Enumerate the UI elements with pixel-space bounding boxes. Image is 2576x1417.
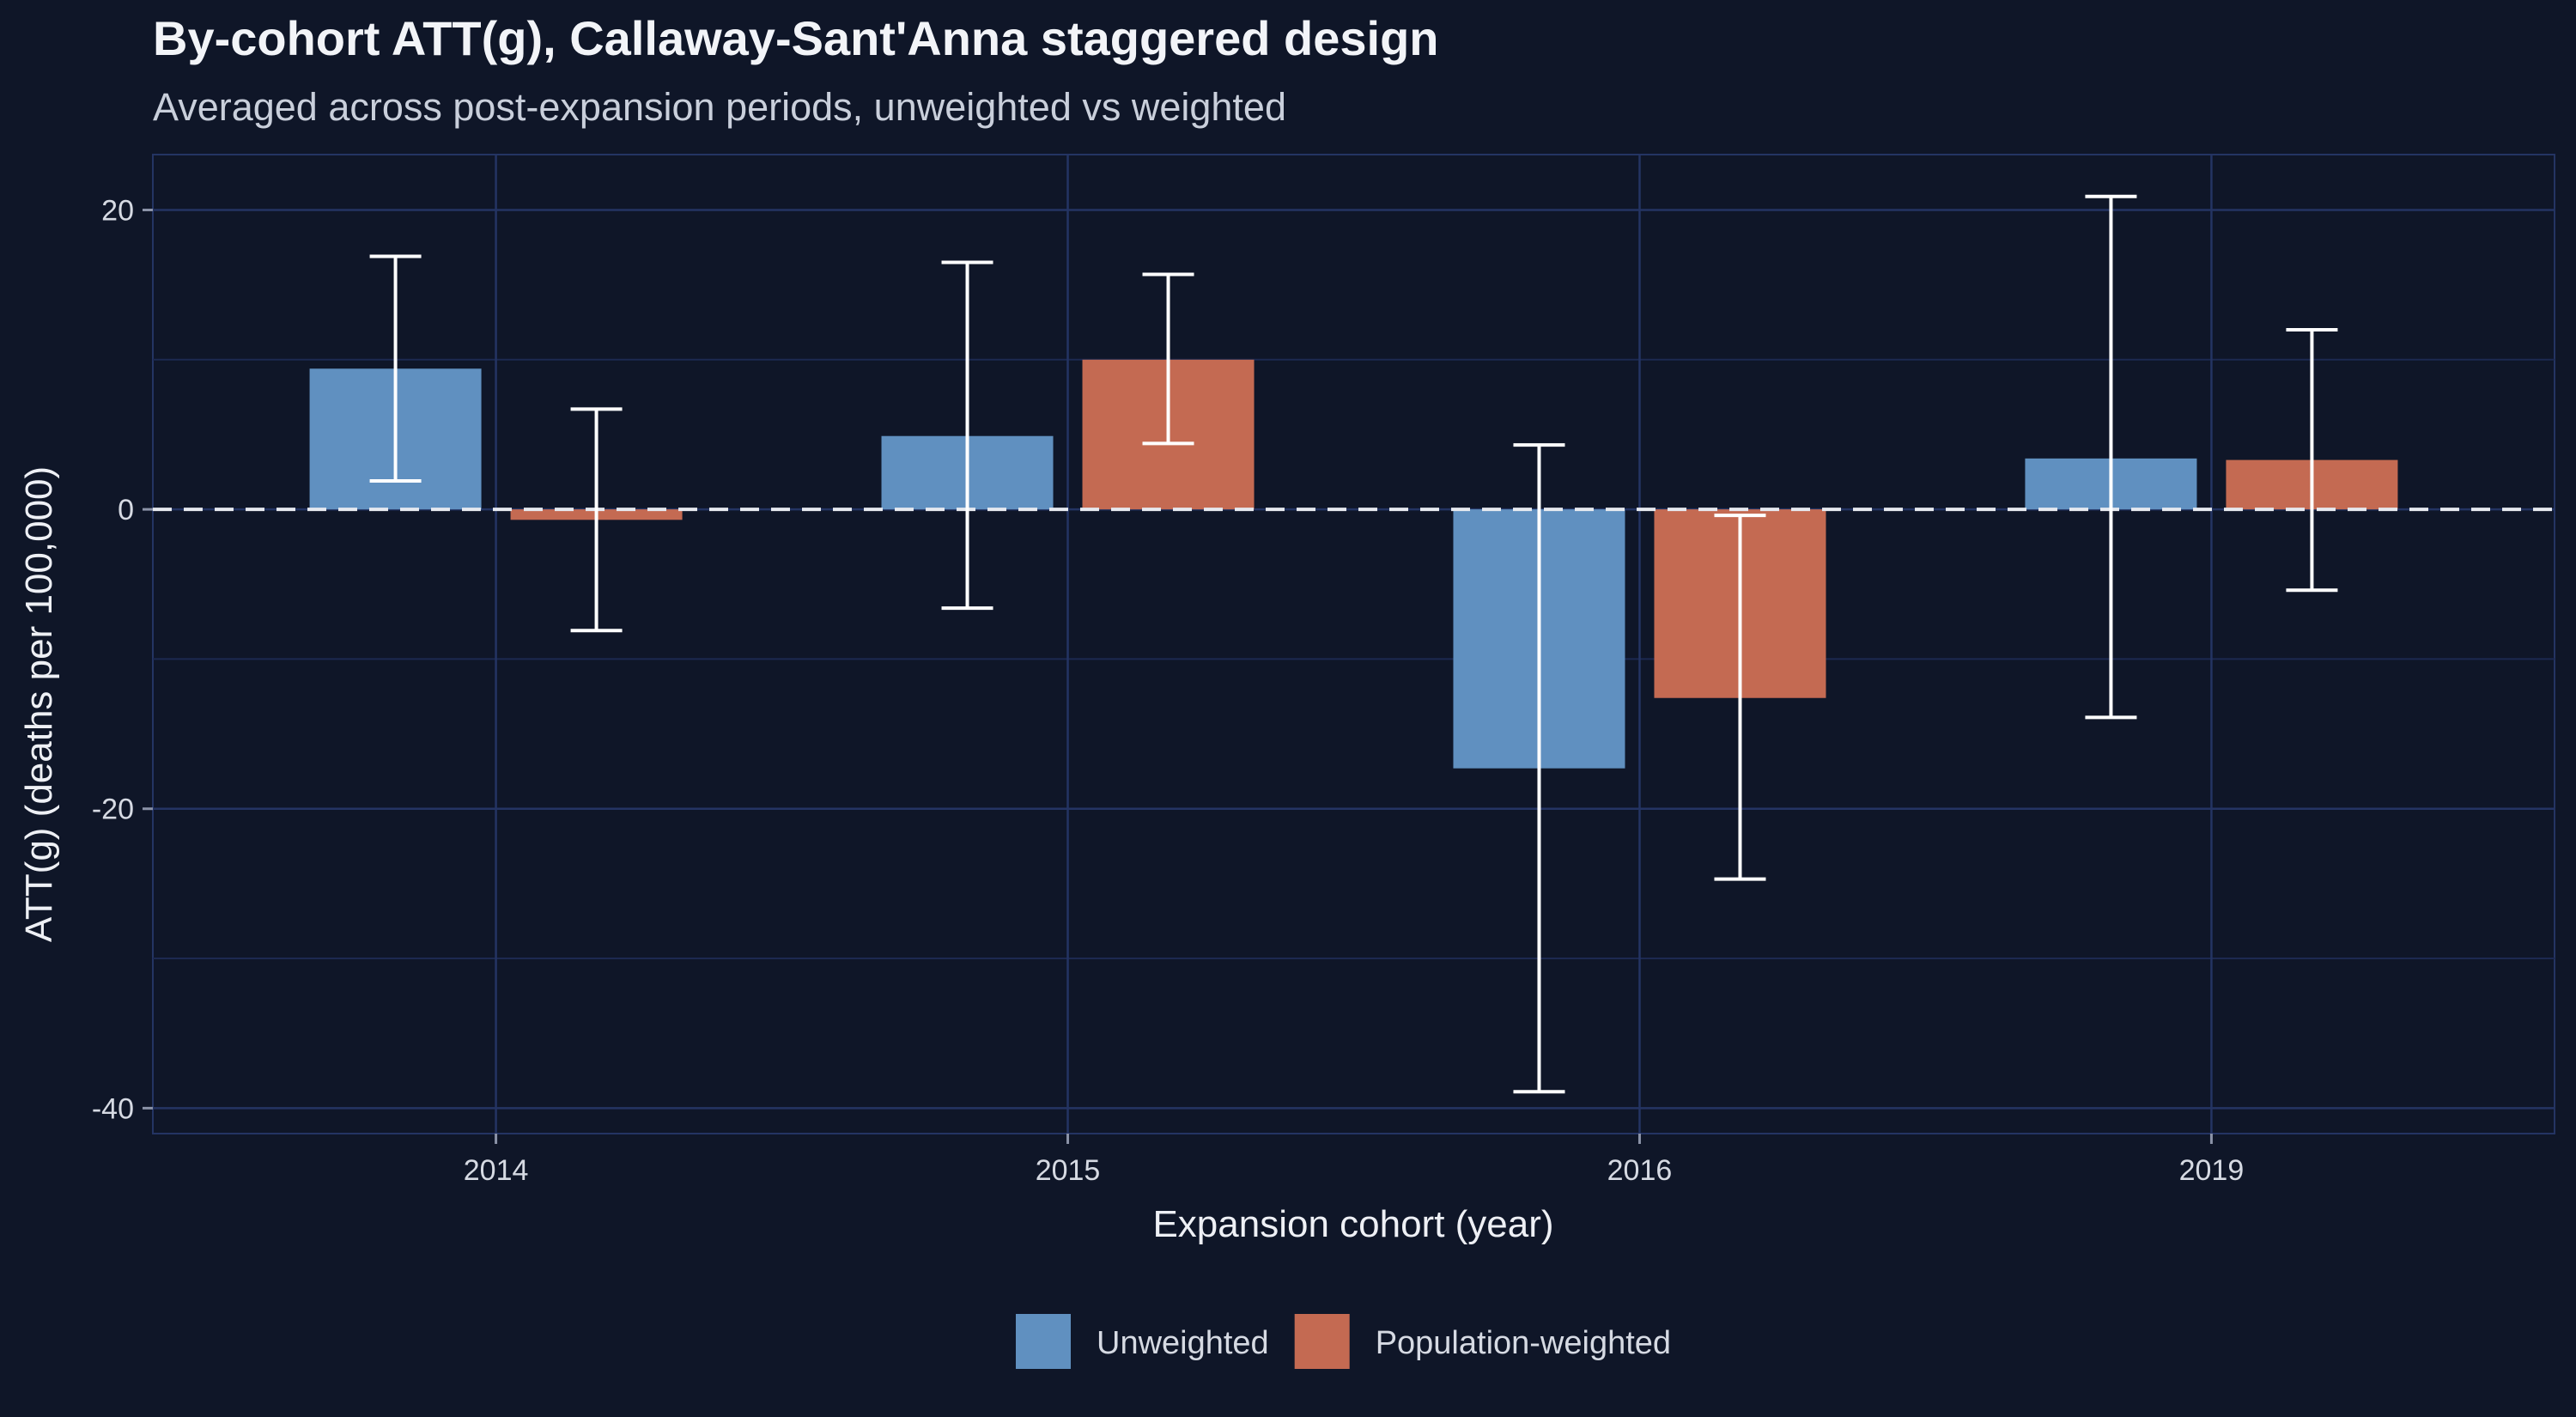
y-tick-label: -20: [92, 794, 134, 826]
x-axis-ticks: 2014 2015 2016 2019: [464, 1134, 2244, 1187]
x-axis-title: Expansion cohort (year): [1152, 1203, 1553, 1245]
x-tick-label: 2016: [1607, 1154, 1673, 1187]
x-tick-label: 2019: [2179, 1154, 2245, 1187]
y-axis-ticks: -40 -20 0 20: [92, 194, 153, 1125]
error-bars: [369, 194, 2338, 1094]
legend-label-1: Population-weighted: [1376, 1325, 1671, 1361]
y-axis-title: ATT(g) (deaths per 100,000): [18, 466, 60, 942]
legend: Unweighted Population-weighted: [1016, 1314, 1671, 1369]
legend-label-0: Unweighted: [1097, 1325, 1269, 1361]
legend-key-1: [1294, 1314, 1350, 1369]
y-tick-label: 0: [118, 494, 134, 526]
y-tick-label: -40: [92, 1092, 134, 1125]
legend-key-0: [1016, 1314, 1071, 1369]
x-tick-label: 2014: [464, 1154, 529, 1187]
chart-title: By-cohort ATT(g), Callaway-Sant'Anna sta…: [153, 11, 1438, 65]
x-tick-label: 2015: [1036, 1154, 1101, 1187]
plot-panel: [152, 154, 2555, 1134]
chart-subtitle: Averaged across post-expansion periods, …: [153, 85, 1286, 129]
gridlines: [153, 155, 2555, 1134]
y-tick-label: 20: [101, 194, 134, 227]
